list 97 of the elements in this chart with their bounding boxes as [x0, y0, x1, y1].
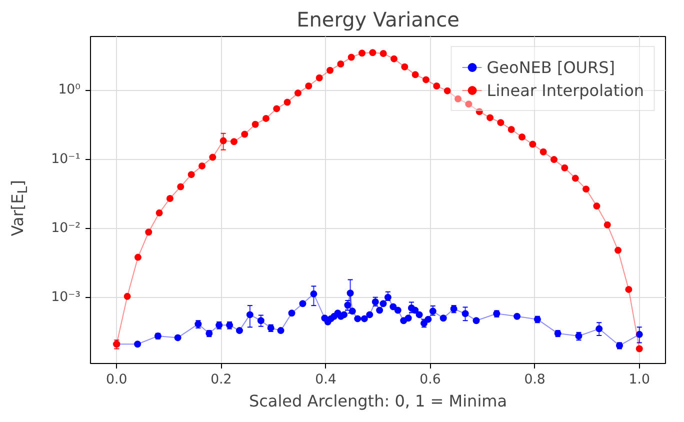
point: [156, 209, 163, 216]
y-tick-label: 10⁰: [58, 82, 81, 98]
point: [134, 340, 142, 348]
legend-label: Linear Interpolation: [486, 80, 644, 100]
point: [305, 82, 312, 90]
point: [614, 246, 622, 254]
legend-label: GeoNEB [OURS]: [486, 58, 616, 76]
point: [188, 171, 195, 178]
point: [444, 87, 451, 94]
point: [340, 311, 348, 318]
point: [145, 228, 152, 236]
y-tick-label: 10⁻²: [51, 220, 81, 236]
point: [508, 126, 515, 133]
chart-title: Energy Variance: [296, 8, 460, 32]
point: [401, 63, 408, 70]
point: [540, 148, 547, 156]
point: [550, 156, 558, 164]
point: [514, 312, 521, 320]
point: [354, 315, 362, 322]
point: [604, 221, 611, 228]
point: [497, 119, 504, 126]
point: [390, 303, 397, 310]
point: [346, 290, 354, 297]
point: [220, 137, 227, 144]
point: [326, 66, 334, 74]
point: [582, 186, 590, 193]
point: [294, 90, 302, 97]
point: [616, 342, 623, 350]
point: [206, 330, 213, 337]
point: [412, 71, 419, 78]
point: [262, 114, 270, 122]
x-tick-label: 0.4: [315, 372, 336, 388]
point: [198, 162, 206, 170]
point: [384, 294, 392, 301]
point: [230, 138, 238, 146]
point: [376, 306, 384, 314]
point: [472, 317, 480, 324]
point: [174, 334, 182, 342]
x-tick-label: 0.0: [106, 372, 128, 388]
point: [360, 315, 368, 322]
point: [358, 50, 366, 57]
point: [412, 306, 419, 314]
point: [529, 140, 536, 148]
point: [154, 332, 162, 340]
point: [277, 327, 284, 334]
point: [416, 311, 423, 318]
point: [561, 164, 568, 172]
point: [636, 345, 643, 352]
x-tick-label: 0.6: [420, 372, 441, 388]
point: [462, 310, 469, 318]
point: [493, 310, 500, 318]
point: [390, 55, 398, 62]
point: [454, 95, 462, 102]
point: [476, 108, 483, 116]
x-tick-label: 0.8: [524, 372, 546, 388]
point: [404, 314, 412, 322]
point: [246, 311, 254, 318]
point: [241, 130, 248, 138]
point: [429, 308, 436, 315]
point: [380, 300, 387, 308]
point: [369, 49, 376, 56]
point: [236, 327, 243, 334]
point: [252, 120, 259, 128]
point: [625, 286, 632, 293]
point: [316, 74, 323, 82]
point: [166, 195, 174, 202]
point: [433, 82, 440, 90]
y-tick-label: 10⁻¹: [51, 152, 81, 167]
x-tick-label: 0.2: [210, 372, 232, 388]
point: [596, 325, 603, 332]
point: [348, 54, 355, 61]
point: [299, 300, 306, 308]
point: [424, 316, 432, 323]
point: [518, 134, 526, 141]
point: [284, 98, 291, 106]
point: [288, 310, 296, 317]
y-tick-label: 10⁻³: [51, 290, 81, 305]
point: [440, 314, 447, 322]
point: [273, 105, 280, 112]
x-axis-title: Scaled Arclength: 0, 1 = Minima: [248, 392, 508, 410]
point: [257, 317, 264, 324]
point: [310, 290, 318, 298]
point: [636, 330, 643, 338]
point: [209, 154, 216, 161]
x-tick-label: 1.0: [628, 372, 650, 388]
point: [124, 292, 131, 300]
point: [177, 183, 184, 190]
point: [465, 100, 472, 108]
point: [572, 174, 579, 182]
point: [486, 114, 494, 122]
point: [337, 60, 344, 68]
point: [380, 50, 387, 58]
point: [394, 306, 402, 314]
point: [422, 76, 430, 84]
point: [134, 254, 142, 261]
point: [366, 311, 374, 318]
point: [593, 202, 600, 210]
